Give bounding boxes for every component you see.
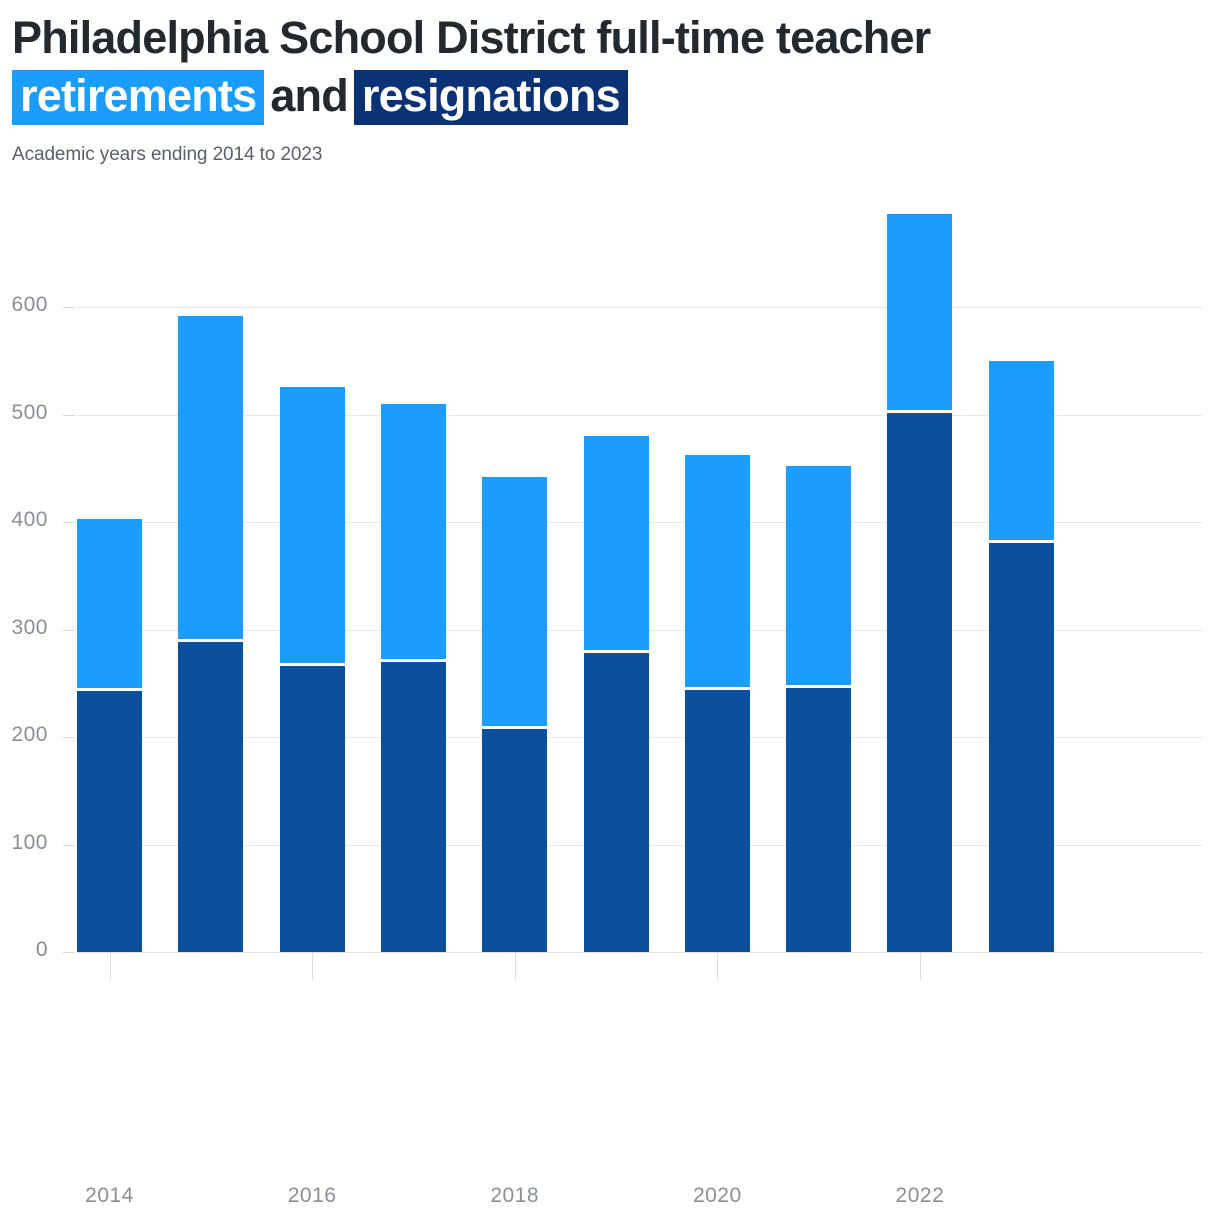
bar-segment-retirements-2023[interactable] bbox=[988, 361, 1054, 540]
bar-2014[interactable] bbox=[77, 519, 142, 952]
bar-2021[interactable] bbox=[786, 466, 852, 952]
y-axis-label: 100 bbox=[11, 830, 48, 854]
chart-header: Philadelphia School District full-time t… bbox=[12, 10, 1202, 167]
chart-title-line-1: Philadelphia School District full-time t… bbox=[12, 12, 931, 63]
bar-segment-resignations-2021[interactable] bbox=[786, 687, 852, 952]
x-tick-mark-2016 bbox=[312, 952, 314, 980]
bar-segment-retirements-2022[interactable] bbox=[887, 213, 953, 410]
title-conjunction: and bbox=[270, 70, 348, 121]
bar-segment-resignations-2016[interactable] bbox=[279, 666, 345, 952]
bar-segment-resignations-2017[interactable] bbox=[380, 661, 446, 952]
chart-title-line-2: retirements and resignations bbox=[12, 68, 1202, 125]
x-tick-mark-2014 bbox=[109, 952, 111, 980]
bar-2019[interactable] bbox=[583, 436, 649, 952]
x-axis-label-2022: 2022 bbox=[895, 1184, 945, 1207]
x-tick-mark-2022 bbox=[919, 952, 921, 980]
x-axis-label-2016: 2016 bbox=[287, 1184, 337, 1207]
bar-segment-retirements-2015[interactable] bbox=[178, 316, 244, 639]
bar-segment-resignations-2014[interactable] bbox=[77, 690, 142, 952]
bar-2015[interactable] bbox=[178, 316, 244, 952]
bar-2018[interactable] bbox=[482, 477, 548, 952]
y-axis-label: 200 bbox=[11, 723, 48, 747]
y-axis-label: 500 bbox=[11, 400, 48, 424]
y-tick-mark-0 bbox=[63, 952, 75, 953]
y-axis-label: 0 bbox=[35, 938, 48, 961]
y-axis-label: 400 bbox=[11, 508, 48, 532]
legend-resignations-highlight: resignations bbox=[353, 70, 628, 125]
bar-segment-retirements-2021[interactable] bbox=[786, 466, 852, 685]
bar-segment-retirements-2016[interactable] bbox=[279, 386, 345, 664]
bar-segment-resignations-2019[interactable] bbox=[583, 653, 649, 952]
bar-2016[interactable] bbox=[279, 386, 345, 952]
chart-canvas: 0 100 200 300 400 500 600 2014 2016 2018 2020 2022 bbox=[11, 200, 1202, 1207]
x-axis-baseline bbox=[77, 952, 1202, 953]
y-tick-mark-300 bbox=[63, 629, 75, 631]
y-tick-mark-600 bbox=[63, 307, 75, 309]
x-axis-label-2014: 2014 bbox=[85, 1184, 134, 1207]
x-tick-mark-2018 bbox=[514, 952, 516, 980]
chart-subtitle: Academic years ending 2014 to 2023 bbox=[12, 144, 323, 165]
bar-segment-resignations-2015[interactable] bbox=[178, 641, 244, 952]
x-axis-label-2018: 2018 bbox=[490, 1184, 540, 1207]
bar-2017[interactable] bbox=[380, 404, 446, 952]
bar-2020[interactable] bbox=[684, 454, 750, 952]
y-tick-mark-400 bbox=[63, 522, 75, 524]
legend-retirements-highlight: retirements bbox=[12, 70, 265, 125]
bar-segment-resignations-2022[interactable] bbox=[887, 412, 953, 952]
y-axis-label: 300 bbox=[11, 615, 48, 639]
bar-segment-resignations-2020[interactable] bbox=[684, 689, 750, 952]
x-tick-mark-2020 bbox=[717, 952, 719, 980]
bar-segment-retirements-2020[interactable] bbox=[684, 454, 750, 687]
y-axis-label: 600 bbox=[11, 293, 48, 317]
bar-segment-retirements-2017[interactable] bbox=[380, 404, 446, 659]
bar-2023[interactable] bbox=[988, 361, 1054, 952]
gridline-600 bbox=[77, 307, 1202, 309]
plot-area: 0 100 200 300 400 500 600 2014 2016 2018 2020 2022 bbox=[11, 200, 1202, 1207]
chart-page: Philadelphia School District full-time t… bbox=[11, 10, 1202, 1207]
y-tick-mark-100 bbox=[63, 844, 75, 846]
bar-segment-retirements-2018[interactable] bbox=[482, 477, 548, 726]
bar-2022[interactable] bbox=[887, 213, 953, 952]
x-axis-label-2020: 2020 bbox=[692, 1184, 742, 1207]
bar-segment-resignations-2023[interactable] bbox=[988, 542, 1054, 952]
bar-segment-retirements-2019[interactable] bbox=[583, 436, 649, 651]
gridline-500 bbox=[77, 414, 1202, 416]
bar-segment-retirements-2014[interactable] bbox=[77, 519, 142, 688]
y-tick-mark-200 bbox=[63, 737, 75, 739]
y-tick-mark-500 bbox=[63, 414, 75, 416]
bar-segment-resignations-2018[interactable] bbox=[482, 728, 548, 952]
